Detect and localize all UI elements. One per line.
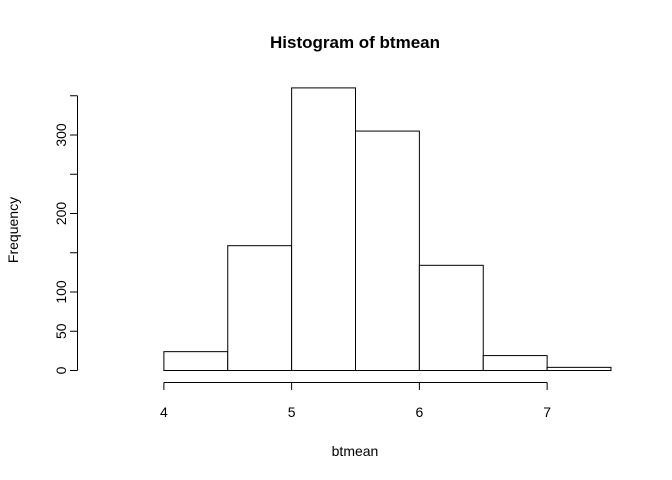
x-tick-label: 4 <box>160 404 168 420</box>
x-tick-label: 5 <box>288 404 296 420</box>
bars <box>163 87 612 372</box>
histogram-bar <box>163 351 229 372</box>
y-tick-label: 0 <box>53 366 69 374</box>
y-axis-ticks: 0 50 100 200 300 <box>53 95 78 374</box>
x-tick-label: 7 <box>543 404 551 420</box>
histogram-bar <box>482 355 548 371</box>
histogram-bar <box>418 264 484 371</box>
y-axis-label: Frequency <box>5 197 21 263</box>
x-tick-label: 6 <box>415 404 423 420</box>
x-axis-ticks: 4 5 6 7 <box>160 382 551 420</box>
x-axis: 4 5 6 7 <box>160 382 551 420</box>
histogram-bar <box>355 130 420 371</box>
histogram-bar <box>546 366 612 371</box>
x-axis-label: btmean <box>332 443 379 459</box>
y-tick-label: 300 <box>53 123 69 147</box>
chart-title: Histogram of btmean <box>270 33 440 52</box>
y-tick-label: 100 <box>53 280 69 304</box>
y-axis: 0 50 100 200 300 <box>53 95 78 374</box>
histogram-bar <box>291 87 356 372</box>
histogram-bar <box>227 245 293 371</box>
y-tick-label: 200 <box>53 202 69 226</box>
y-tick-label: 50 <box>53 323 69 339</box>
